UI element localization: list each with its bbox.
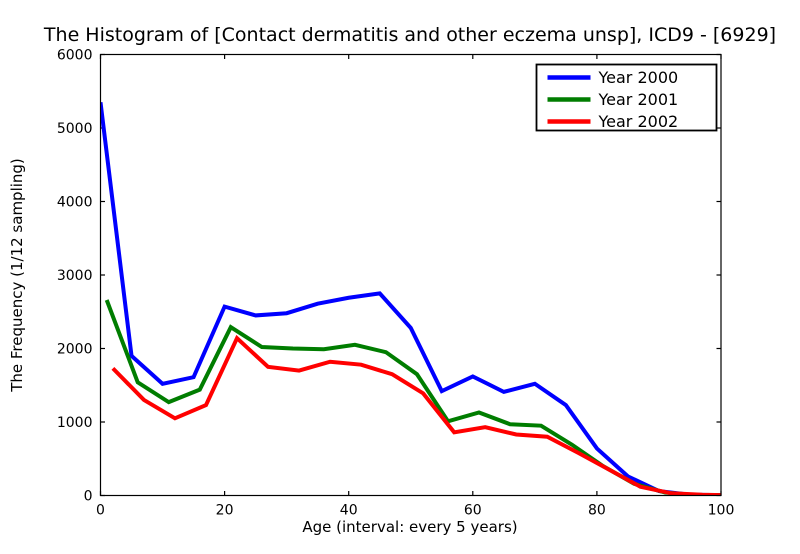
legend-label-year-2000: Year 2000 [598,68,679,87]
chart-title: The Histogram of [Contact dermatitis and… [43,24,776,46]
series-lines [100,102,721,496]
x-tick-label: 40 [340,503,358,519]
y-tick-label: 5000 [57,121,93,137]
x-tick-label: 100 [708,503,735,519]
y-tick-label: 2000 [57,342,93,358]
x-tick-label: 80 [588,503,606,519]
legend-label-year-2001: Year 2001 [598,90,679,109]
y-tick-label: 4000 [57,195,93,211]
x-tick-label: 20 [216,503,234,519]
legend-label-year-2002: Year 2002 [598,112,679,131]
plot-frame [99,53,722,497]
y-tick-label: 1000 [57,415,93,431]
series-line-year-2001 [104,299,721,496]
y-tick-label: 0 [84,489,93,505]
x-tick-label: 60 [464,503,482,519]
x-tick-label: 0 [96,503,105,519]
x-axis-label: Age (interval: every 5 years) [302,518,517,536]
y-axis-label: The Frequency (1/12 sampling) [8,158,26,393]
legend: Year 2000 Year 2001 Year 2002 [535,63,718,132]
y-tick-label: 3000 [57,268,93,284]
series-line-year-2002 [111,334,721,496]
series-line-year-2000 [100,102,721,496]
y-tick-label: 6000 [57,48,93,64]
